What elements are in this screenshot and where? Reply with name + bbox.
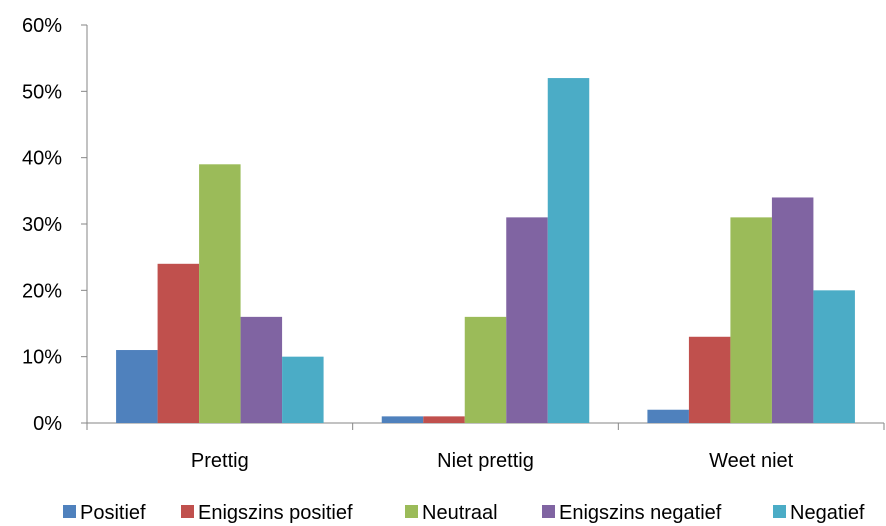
legend-swatch bbox=[542, 505, 555, 518]
bar bbox=[381, 416, 424, 423]
bar bbox=[423, 416, 465, 423]
y-tick-label: 0% bbox=[33, 413, 62, 435]
category-label: Prettig bbox=[191, 450, 249, 472]
bar bbox=[547, 78, 590, 424]
y-tick-label: 10% bbox=[22, 347, 62, 369]
bar bbox=[771, 197, 814, 423]
y-tick-label: 40% bbox=[22, 148, 62, 170]
legend-swatch bbox=[63, 505, 76, 518]
legend-label: Enigszins positief bbox=[198, 502, 353, 524]
legend: Positief Enigszins positief Neutraal Enigsz… bbox=[63, 502, 865, 524]
bar bbox=[813, 290, 855, 423]
bar bbox=[730, 217, 772, 423]
bar bbox=[116, 350, 158, 423]
category-label: Weet niet bbox=[709, 450, 794, 472]
bars bbox=[116, 78, 855, 424]
y-tick-label: 20% bbox=[22, 280, 62, 302]
legend-label: Positief bbox=[80, 502, 146, 524]
y-tick-labels: 0% 10% 20% 30% 40% 50% 60% bbox=[22, 15, 62, 435]
legend-swatch bbox=[773, 505, 786, 518]
bar bbox=[282, 356, 324, 423]
legend-label: Negatief bbox=[790, 502, 865, 524]
bar bbox=[464, 316, 507, 423]
y-tick-label: 50% bbox=[22, 81, 62, 103]
legend-swatch bbox=[405, 505, 418, 518]
legend-label: Enigszins negatief bbox=[559, 502, 722, 524]
category-labels: Prettig Niet prettig Weet niet bbox=[191, 450, 794, 472]
bar bbox=[157, 263, 200, 423]
bar bbox=[240, 316, 283, 423]
category-label: Niet prettig bbox=[437, 450, 534, 472]
bar bbox=[506, 217, 548, 423]
y-tick-label: 60% bbox=[22, 15, 62, 37]
legend-swatch bbox=[181, 505, 194, 518]
bar bbox=[199, 164, 241, 424]
bar bbox=[647, 409, 689, 423]
legend-label: Neutraal bbox=[422, 502, 498, 524]
bar bbox=[688, 336, 731, 423]
y-tick-label: 30% bbox=[22, 214, 62, 236]
